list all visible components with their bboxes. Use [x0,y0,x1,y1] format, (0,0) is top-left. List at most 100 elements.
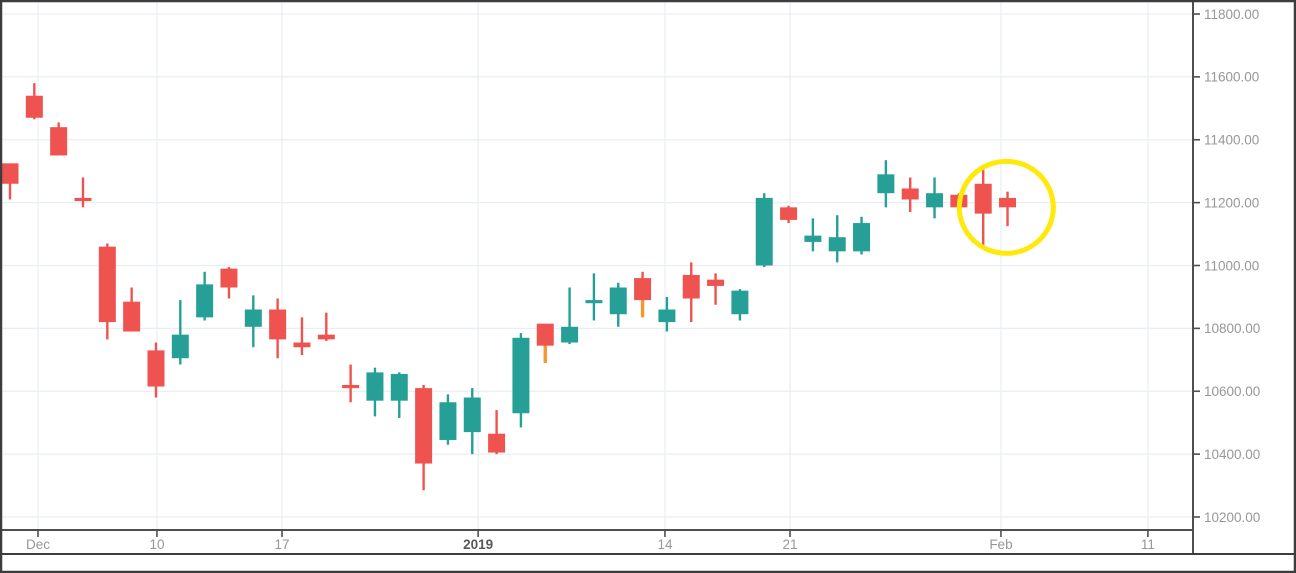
y-axis-label: 11800.00 [1204,7,1259,22]
candle-body [926,193,944,208]
x-axis-label: 17 [274,537,289,552]
candle-23[interactable] [536,323,554,363]
x-axis-label: 11 [1141,537,1155,552]
candle-33[interactable] [780,205,798,224]
candle-body [731,290,749,315]
candle-25[interactable] [585,273,603,321]
candle-8[interactable] [171,300,189,365]
y-axis-label: 10800.00 [1204,321,1260,336]
candle-38[interactable] [901,177,919,213]
candle-15[interactable] [342,364,360,403]
candle-22[interactable] [512,333,530,428]
candle-29[interactable] [682,262,700,323]
candle-2[interactable] [25,83,43,120]
candle-body [415,388,433,464]
candle-body [999,197,1017,208]
candle-body [853,223,871,252]
x-axis-label: 10 [149,537,164,552]
candle-body [342,384,360,389]
candle-body [658,309,676,323]
candle-4[interactable] [74,177,92,208]
candle-32[interactable] [755,193,773,268]
candle-10[interactable] [220,267,238,299]
candle-16[interactable] [366,367,384,417]
candle-14[interactable] [317,312,335,341]
candle-7[interactable] [147,342,165,398]
candle-body [707,279,725,286]
candle-body [780,207,798,220]
candle-body [25,95,43,118]
candle-body [634,278,652,301]
candle-1[interactable] [1,163,19,200]
candle-19[interactable] [439,394,457,445]
candle-37[interactable] [877,160,895,208]
highlight-circle-annotation[interactable] [956,158,1056,256]
candle-body [682,274,700,299]
x-axis-label: 14 [657,537,673,552]
candle-body [74,197,92,202]
candle-body [317,334,335,340]
candle-6[interactable] [123,287,141,332]
candle-body [269,309,287,340]
candle-body [366,372,384,401]
candle-body [220,268,238,288]
candle-body [196,284,214,318]
candle-39[interactable] [926,177,944,219]
candle-9[interactable] [196,271,214,321]
candle-27[interactable] [634,271,652,318]
y-axis-label: 10600.00 [1204,384,1260,399]
candle-body [974,183,992,214]
candle-26[interactable] [609,282,627,327]
candle-body [609,287,627,315]
candle-36[interactable] [853,216,871,255]
candle-body [877,174,895,194]
candle-11[interactable] [244,295,262,348]
candle-body [755,197,773,266]
candle-34[interactable] [804,218,822,252]
candle-5[interactable] [98,243,116,340]
candle-body [488,433,506,453]
candle-21[interactable] [488,410,506,455]
candle-body [123,301,141,332]
y-axis-label: 11200.00 [1204,195,1259,210]
y-axis-label: 11600.00 [1204,70,1259,85]
candle-body [293,342,311,348]
candle-body [1,163,19,184]
candle-3[interactable] [50,122,68,156]
candle-body [536,323,554,346]
y-axis-scale-zone[interactable] [1195,2,1294,554]
candle-42[interactable] [999,191,1017,227]
candle-20[interactable] [463,388,481,455]
candle-body [98,246,116,323]
y-axis-label: 11000.00 [1204,258,1259,273]
candle-13[interactable] [293,317,311,356]
y-axis-label: 11400.00 [1204,133,1259,148]
candle-body [901,188,919,200]
candle-body [512,337,530,414]
candle-body [828,237,846,252]
candle-24[interactable] [561,287,579,345]
candle-28[interactable] [658,296,676,332]
candle-body [585,300,603,304]
candle-18[interactable] [415,384,433,491]
y-axis-label: 10400.00 [1204,447,1260,462]
candle-35[interactable] [828,215,846,263]
candle-body [390,373,408,401]
candle-12[interactable] [269,298,287,359]
x-axis-label: Dec [26,537,50,552]
candle-body [171,334,189,359]
candle-body [561,326,579,343]
x-axis-label: 21 [783,537,798,552]
candle-17[interactable] [390,372,408,418]
candle-body [804,235,822,242]
x-axis-scale-zone[interactable] [2,532,1193,554]
x-axis-label: Feb [989,537,1012,552]
y-axis-label: 10200.00 [1204,510,1260,525]
candle-31[interactable] [731,289,749,321]
candle-body [463,397,481,433]
candle-30[interactable] [707,273,725,305]
candle-body [50,127,68,156]
